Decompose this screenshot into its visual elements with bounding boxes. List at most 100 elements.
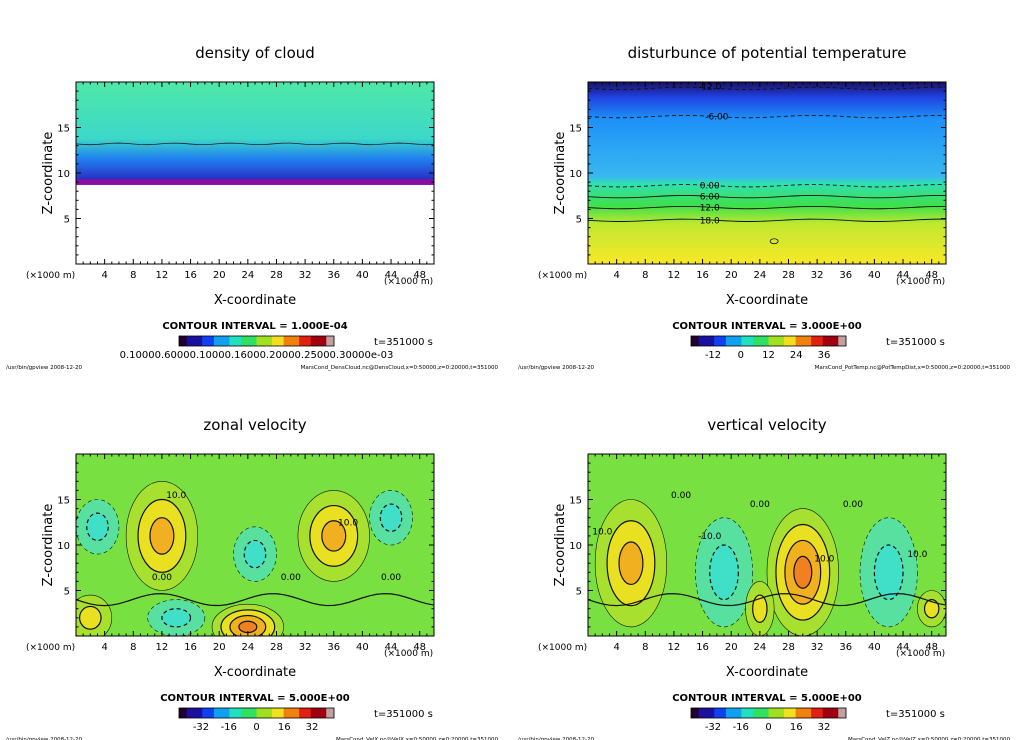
colorbar-swatch: [229, 708, 234, 718]
temperature-field: [588, 82, 946, 264]
colorbar-swatch: [248, 708, 254, 718]
colorbar-swatch: [198, 336, 203, 346]
colorbar-swatch: [745, 336, 750, 346]
x-unit-label: (×1000 m): [896, 649, 945, 659]
field-blob: [380, 504, 402, 532]
colorbar-swatch: [768, 336, 773, 346]
field-blob: [321, 520, 346, 552]
x-tick-label: 36: [839, 642, 852, 653]
x-tick-label: 12: [668, 270, 681, 281]
colorbar-swatch: [807, 336, 812, 346]
colorbar-swatch: [221, 708, 226, 718]
x-tick-label: 4: [613, 642, 619, 653]
y-tick-label: 15: [569, 124, 582, 135]
colorbar-frame: [178, 707, 335, 719]
colorbar-swatch: [206, 708, 211, 718]
colorbar-swatch: [190, 336, 195, 346]
colorbar-frame: [690, 707, 847, 719]
colorbar-swatch: [182, 708, 188, 718]
x-tick-label: 48: [413, 642, 426, 653]
x-tick-label: 44: [385, 642, 398, 653]
contour-label: 10.0: [814, 555, 834, 565]
field-blob: [619, 541, 643, 585]
contour-label: -10.0: [698, 532, 722, 542]
colorbar-swatch: [733, 708, 738, 718]
contour-line: [588, 205, 946, 210]
contour-line: [769, 238, 779, 245]
colorbar-swatch: [749, 708, 754, 718]
chart-title: zonal velocity: [203, 416, 306, 434]
colorbar-swatch: [322, 336, 327, 346]
colorbar-tick-label: -16: [221, 722, 237, 733]
colorbar: 0.10000.60000.10000.16000.20000.25000.30…: [120, 335, 393, 361]
colorbar-swatch: [322, 708, 327, 718]
contour-line: [873, 544, 904, 601]
x-tick-label: 48: [925, 642, 938, 653]
colorbar-swatch: [318, 336, 323, 346]
y-unit-label: (×1000 m): [26, 643, 75, 653]
colorbar-swatch: [764, 708, 769, 718]
colorbar-tick-label: -16: [733, 722, 749, 733]
x-axis-label: X-coordinate: [214, 665, 296, 680]
colorbar-swatch: [691, 336, 696, 346]
y-unit-label: (×1000 m): [538, 643, 587, 653]
contour-line: [229, 614, 267, 636]
contour-line: [76, 499, 120, 555]
colorbar-swatch: [244, 336, 250, 346]
x-tick-label: 8: [130, 642, 136, 653]
chart-panel-4: 4 8 12 16 20 24 28 32 36 40 44 485101510.00.00-10.0…: [518, 416, 1010, 740]
colorbar-swatch: [213, 336, 219, 346]
contour-label: 0.00: [843, 500, 863, 510]
colorbar-swatch: [237, 336, 242, 346]
time-label: t=351000 s: [374, 709, 433, 720]
colorbar-swatch: [776, 708, 781, 718]
colorbar-swatch: [299, 708, 304, 718]
contour-line: [793, 555, 813, 589]
colorbar-swatch: [776, 336, 781, 346]
contour-line: [76, 142, 434, 146]
colorbar-tick-label: -12: [705, 350, 721, 361]
colorbar-swatch: [326, 336, 331, 346]
cloud-base-layer: [76, 179, 434, 185]
colorbar-swatch: [780, 708, 785, 718]
colorbar-tick-label: 0: [253, 722, 259, 733]
colorbar-swatch: [710, 708, 715, 718]
colorbar-swatch: [780, 336, 785, 346]
colorbar-swatch: [691, 708, 696, 718]
field-blob: [161, 608, 191, 627]
footer-right: MarsCond_DensCloud.nc@DensCloud,x=0:5000…: [301, 365, 499, 371]
colorbar-swatch: [229, 336, 234, 346]
y-tick-label: 10: [569, 541, 582, 552]
x-tick-label: 20: [213, 642, 226, 653]
colorbar-swatch: [241, 336, 246, 346]
colorbar-swatch: [737, 708, 742, 718]
colorbar-swatch: [764, 336, 769, 346]
y-tick-label: 10: [569, 169, 582, 180]
contour-line: [125, 481, 199, 591]
x-tick-label: 48: [925, 270, 938, 281]
contour-line: [220, 609, 276, 636]
x-tick-label: 28: [782, 642, 795, 653]
x-tick-label: 40: [356, 642, 369, 653]
contour-label: -12.0: [698, 83, 722, 93]
colorbar-swatch: [303, 708, 308, 718]
colorbar-tick-label: 16: [278, 722, 291, 733]
contour-line: [369, 490, 413, 546]
colorbar-swatch: [826, 708, 831, 718]
colorbar-swatch: [753, 336, 758, 346]
colorbar-swatch: [248, 336, 254, 346]
x-tick-label: 28: [270, 270, 283, 281]
colorbar-swatch: [194, 708, 199, 718]
colorbar-swatch: [822, 336, 828, 346]
x-tick-label: 12: [668, 642, 681, 653]
chart-title: disturbunce of potential temperature: [628, 44, 907, 62]
colorbar-swatch: [268, 708, 273, 718]
colorbar-swatch: [237, 708, 242, 718]
colorbar-frame: [178, 335, 335, 347]
colorbar-swatch: [803, 708, 808, 718]
y-tick-label: 15: [57, 124, 70, 135]
colorbar-swatch: [784, 336, 789, 346]
x-tick-label: 32: [811, 270, 824, 281]
x-axis-label: X-coordinate: [214, 293, 296, 308]
